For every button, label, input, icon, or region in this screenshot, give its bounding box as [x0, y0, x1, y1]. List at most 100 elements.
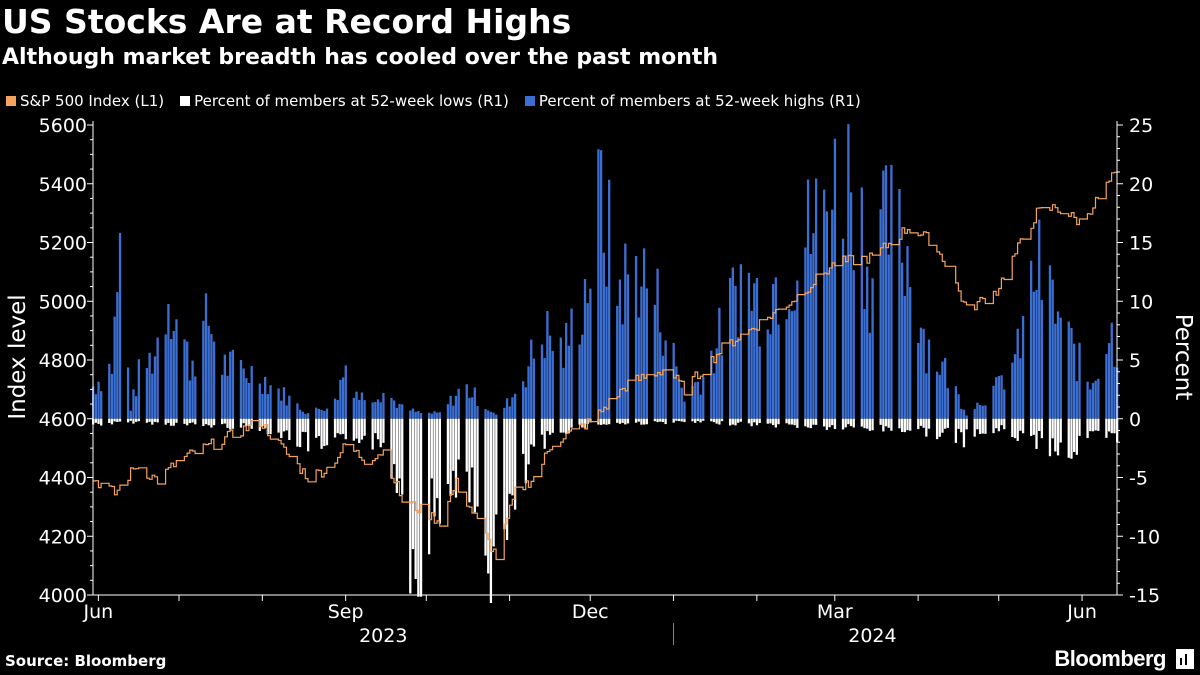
lows-bar — [871, 418, 874, 431]
lows-bar — [1003, 418, 1006, 430]
lows-bar — [1000, 418, 1003, 426]
lows-bar — [637, 418, 640, 422]
highs-bar — [307, 413, 310, 419]
highs-bar — [677, 378, 681, 419]
lows-bar — [1032, 418, 1035, 435]
lows-bar — [675, 418, 678, 421]
lows-bar — [1067, 418, 1070, 458]
highs-bar — [401, 404, 404, 419]
highs-bar — [543, 358, 546, 419]
highs-bar — [634, 255, 638, 419]
highs-bar — [352, 397, 355, 419]
highs-bar — [454, 395, 458, 419]
highs-bar — [747, 272, 751, 419]
highs-bar — [212, 341, 216, 419]
highs-bar — [100, 391, 103, 419]
highs-bar — [280, 400, 283, 419]
lows-bar — [804, 418, 807, 427]
highs-bar — [207, 325, 210, 419]
highs-bar — [680, 387, 683, 419]
lows-bar — [790, 418, 794, 425]
lows-bar — [1075, 418, 1078, 455]
lows-bar — [1070, 418, 1073, 459]
lows-bar — [551, 418, 554, 433]
highs-bar — [414, 411, 417, 419]
highs-bar — [395, 408, 399, 419]
lows-bar — [395, 418, 399, 494]
highs-bar — [156, 337, 159, 419]
lows-bar — [941, 418, 944, 433]
highs-bar — [153, 356, 157, 419]
highs-bar — [938, 374, 941, 419]
highs-bar — [750, 310, 753, 419]
legend: S&P 500 Index (L1) Percent of members at… — [6, 92, 861, 110]
lows-bar — [965, 418, 968, 430]
lows-bar — [946, 418, 949, 428]
highs-bar — [167, 304, 170, 419]
lows-bar — [981, 418, 984, 434]
lows-bar — [680, 418, 683, 422]
left-tick-label: 4800 — [39, 350, 87, 372]
lows-bar — [145, 418, 149, 423]
highs-bar — [1035, 289, 1038, 419]
lows-bar — [1048, 418, 1052, 457]
lows-bar — [570, 418, 573, 428]
highs-bar — [793, 310, 796, 419]
highs-bar — [169, 339, 173, 419]
brand-logo: Bloomberg — [1054, 646, 1166, 671]
highs-bar — [1056, 311, 1060, 419]
lows-bar — [438, 418, 442, 524]
highs-bar — [702, 376, 705, 419]
lows-bar — [1029, 418, 1033, 436]
lows-bar — [118, 418, 122, 422]
highs-bar — [616, 305, 619, 419]
lows-bar — [710, 418, 713, 422]
highs-bar — [659, 332, 662, 419]
highs-bar — [602, 252, 605, 419]
lows-bar — [333, 418, 337, 438]
highs-bar — [438, 412, 442, 419]
highs-bar — [492, 412, 495, 419]
sp500-line-layer — [93, 170, 1118, 561]
highs-bar — [513, 393, 517, 419]
lows-bar — [126, 418, 130, 423]
lows-bar — [277, 418, 280, 433]
highs-bar — [1105, 353, 1108, 419]
highs-bar — [917, 342, 920, 419]
lows-bar — [1038, 418, 1041, 431]
lows-bar — [785, 418, 788, 424]
lows-bar — [524, 418, 528, 484]
legend-item-lows: Percent of members at 52-week lows (R1) — [180, 92, 509, 110]
highs-bar — [336, 399, 339, 419]
lows-bar — [954, 418, 958, 443]
left-tick-label: 5200 — [39, 233, 87, 255]
highs-bar — [315, 407, 318, 419]
highs-bar — [683, 401, 686, 419]
lows-bar — [336, 418, 339, 434]
lows-bar — [645, 418, 648, 425]
highs-bar — [409, 410, 412, 419]
lows-bar — [97, 418, 100, 424]
highs-bar — [430, 413, 433, 419]
highs-bar — [796, 280, 799, 419]
highs-bar — [511, 397, 514, 419]
highs-bar — [890, 164, 893, 419]
highs-bar — [957, 394, 960, 419]
lows-bar — [527, 418, 530, 465]
lows-bar — [984, 418, 987, 434]
lows-bar — [468, 418, 471, 503]
highs-bar — [863, 309, 866, 419]
lows-bar — [919, 418, 923, 426]
lows-bar — [683, 418, 686, 423]
highs-bar — [108, 363, 111, 419]
lows-bar — [734, 418, 737, 426]
sp500-line — [93, 170, 1118, 561]
highs-bar — [204, 293, 208, 419]
highs-bar — [277, 388, 280, 419]
highs-bar — [320, 409, 323, 419]
lows-bar — [814, 418, 818, 425]
lows-bar — [110, 418, 114, 425]
lows-bar — [484, 418, 487, 556]
lows-bar — [1056, 418, 1060, 456]
highs-bar — [884, 165, 888, 419]
